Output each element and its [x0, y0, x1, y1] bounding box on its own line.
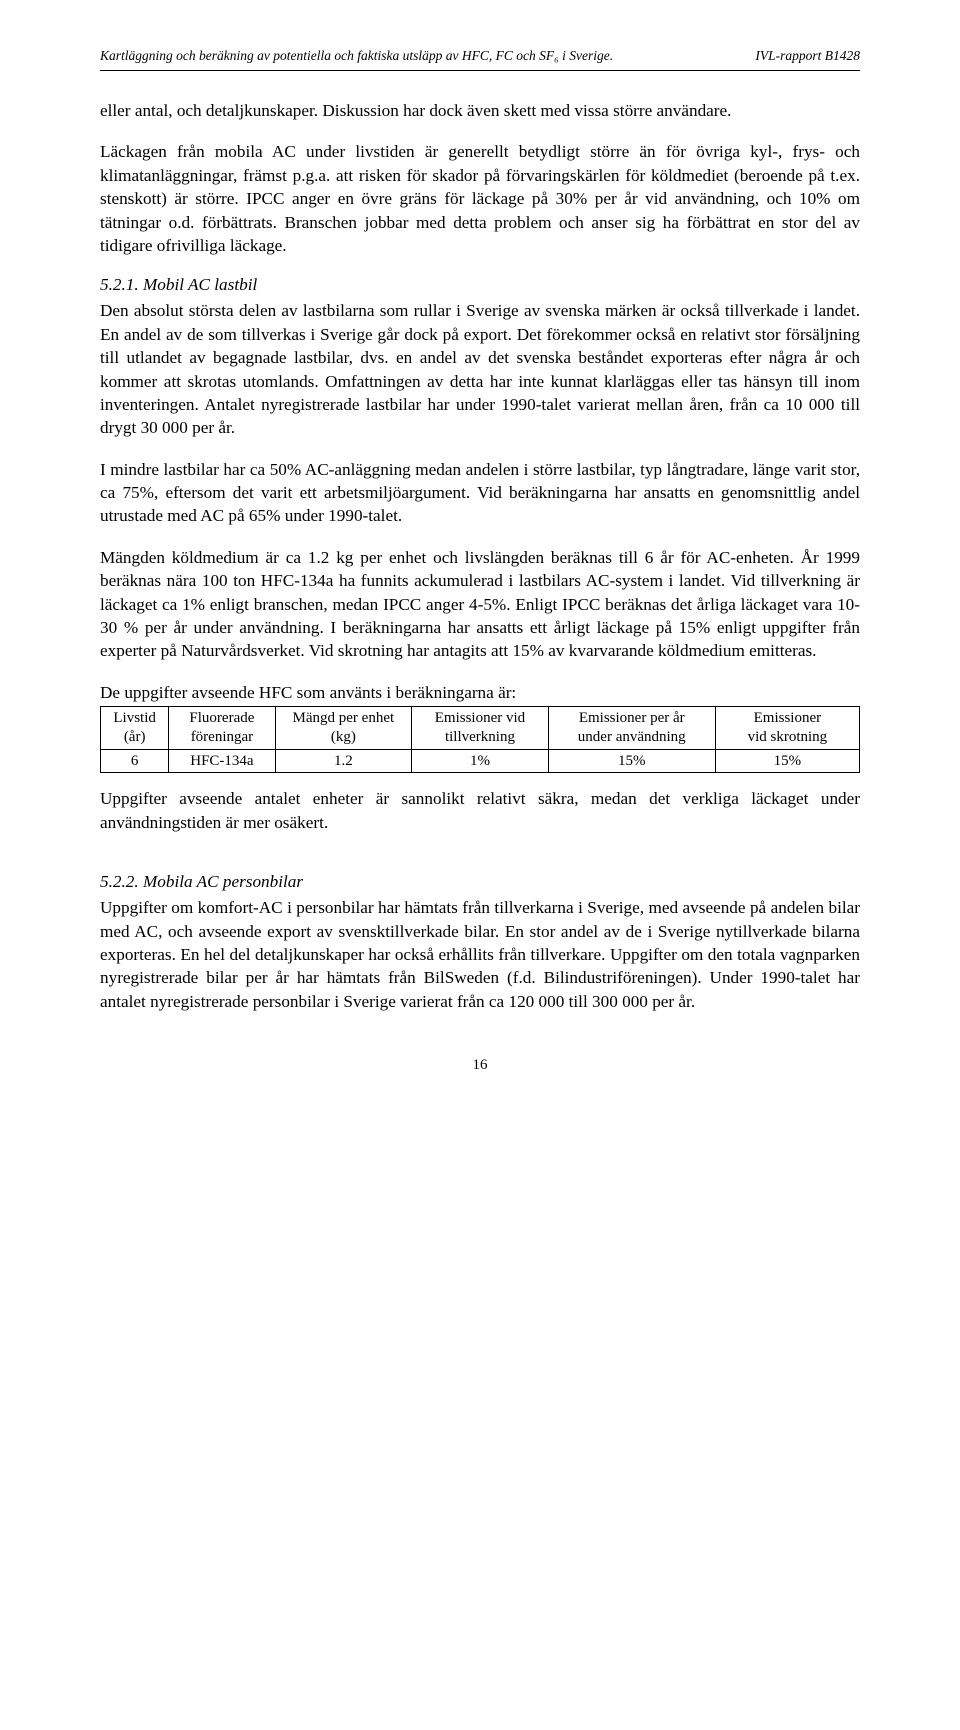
page-number: 16 [100, 1057, 860, 1074]
th-line1: Mängd per enhet [293, 710, 395, 726]
table-header-cell: Mängd per enhet (kg) [275, 707, 412, 750]
th-line2: (år) [124, 729, 146, 745]
th-line1: Emissioner per år [579, 710, 685, 726]
table-header-cell: Emissioner vid tillverkning [412, 707, 549, 750]
table-header-cell: Fluorerade föreningar [169, 707, 275, 750]
th-line1: Livstid [113, 710, 156, 726]
table-cell: 15% [548, 749, 715, 773]
header-right: IVL-rapport B1428 [755, 48, 860, 64]
table-header-cell: Livstid (år) [101, 707, 169, 750]
th-line2: vid skrotning [748, 729, 828, 745]
paragraph: Uppgifter avseende antalet enheter är sa… [100, 787, 860, 834]
th-line1: Emissioner [754, 710, 822, 726]
table-cell: 1% [412, 749, 549, 773]
paragraph: eller antal, och detaljkunskaper. Diskus… [100, 99, 860, 122]
paragraph: Uppgifter om komfort-AC i personbilar ha… [100, 896, 860, 1013]
section-heading-521: 5.2.1. Mobil AC lastbil [100, 275, 860, 295]
paragraph: Läckagen från mobila AC under livstiden … [100, 140, 860, 257]
table-cell: 15% [715, 749, 859, 773]
table-cell: 6 [101, 749, 169, 773]
th-line2: (kg) [331, 729, 356, 745]
table-intro: De uppgifter avseende HFC som använts i … [100, 681, 860, 704]
paragraph: I mindre lastbilar har ca 50% AC-anläggn… [100, 458, 860, 528]
th-line2: tillverkning [445, 729, 515, 745]
table-cell: HFC-134a [169, 749, 275, 773]
table-header-cell: Emissioner vid skrotning [715, 707, 859, 750]
th-line1: Emissioner vid [435, 710, 525, 726]
paragraph: Mängden köldmedium är ca 1.2 kg per enhe… [100, 546, 860, 663]
table-row: 6 HFC-134a 1.2 1% 15% 15% [101, 749, 860, 773]
running-header: Kartläggning och beräkning av potentiell… [100, 48, 860, 64]
th-line2: under användning [578, 729, 686, 745]
table-cell: 1.2 [275, 749, 412, 773]
spacer [100, 852, 860, 866]
table-header-cell: Emissioner per år under användning [548, 707, 715, 750]
header-rule [100, 70, 860, 71]
th-line1: Fluorerade [189, 710, 254, 726]
table-header-row: Livstid (år) Fluorerade föreningar Mängd… [101, 707, 860, 750]
th-line2: föreningar [191, 729, 253, 745]
paragraph: Den absolut största delen av lastbilarna… [100, 299, 860, 439]
section-heading-522: 5.2.2. Mobila AC personbilar [100, 872, 860, 892]
emissions-table: Livstid (år) Fluorerade föreningar Mängd… [100, 706, 860, 773]
page: Kartläggning och beräkning av potentiell… [0, 0, 960, 1730]
header-left: Kartläggning och beräkning av potentiell… [100, 48, 613, 64]
